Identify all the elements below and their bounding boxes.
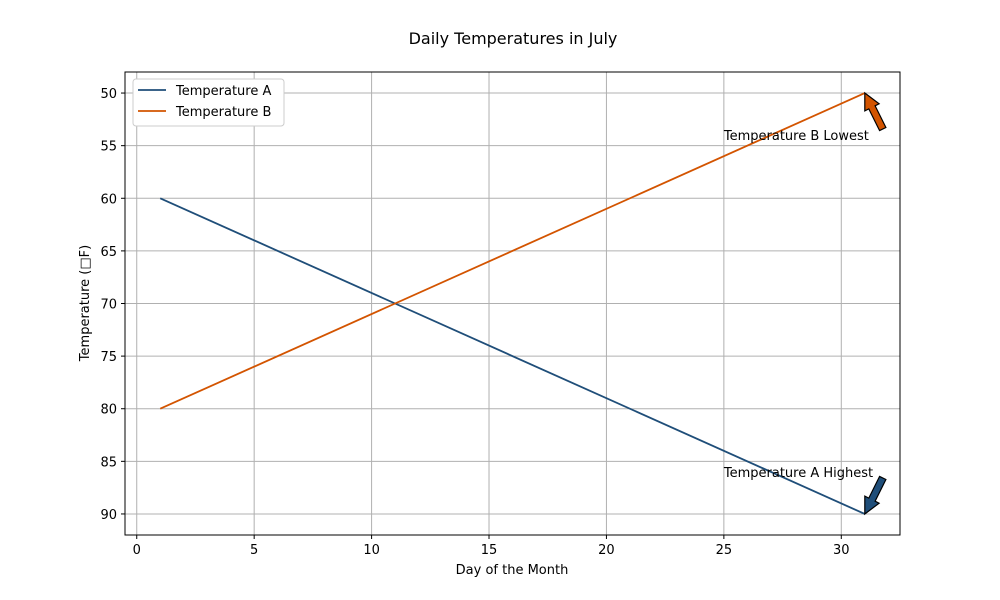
y-tick-label: 90	[100, 508, 117, 523]
x-tick-label: 10	[363, 543, 380, 558]
y-tick-label: 70	[100, 298, 117, 313]
y-axis-title: Temperature (□F)	[78, 245, 93, 362]
x-tick-label: 20	[598, 543, 615, 558]
y-tick-label: 50	[100, 87, 117, 102]
y-tick-label: 75	[100, 350, 117, 365]
series-lines	[159, 92, 866, 515]
annotation-arrow	[864, 475, 887, 516]
legend-box	[132, 78, 285, 127]
x-tick-label: 25	[716, 543, 733, 558]
legend-label: Temperature B	[175, 105, 271, 120]
y-tick-label: 65	[100, 245, 117, 260]
x-tick-label: 5	[250, 543, 258, 558]
annotation-label: Temperature A Highest	[723, 466, 873, 481]
x-tick-label: 30	[833, 543, 850, 558]
x-axis-ticks: 0 5 10 15 20 25 30	[133, 535, 850, 558]
x-axis-title: Day of the Month	[456, 563, 569, 578]
series-line-b	[159, 92, 866, 410]
x-tick-label: 0	[133, 543, 141, 558]
y-tick-label: 80	[100, 403, 117, 418]
legend-label: Temperature A	[175, 84, 271, 99]
y-tick-label: 60	[100, 192, 117, 207]
chart-title: Daily Temperatures in July	[409, 29, 618, 48]
x-tick-label: 15	[481, 543, 498, 558]
y-tick-label: 55	[100, 140, 117, 155]
annotation-label: Temperature B Lowest	[723, 129, 869, 144]
y-tick-label: 85	[100, 455, 117, 470]
y-axis-ticks: 50 55 60 65 70 75 80 85 90	[100, 87, 125, 523]
series-line-a	[159, 197, 866, 515]
legend: Temperature A Temperature B	[132, 78, 285, 127]
annotations: Temperature A Highest Temperature B Lowes…	[723, 91, 887, 516]
annotation-arrow	[864, 91, 887, 132]
